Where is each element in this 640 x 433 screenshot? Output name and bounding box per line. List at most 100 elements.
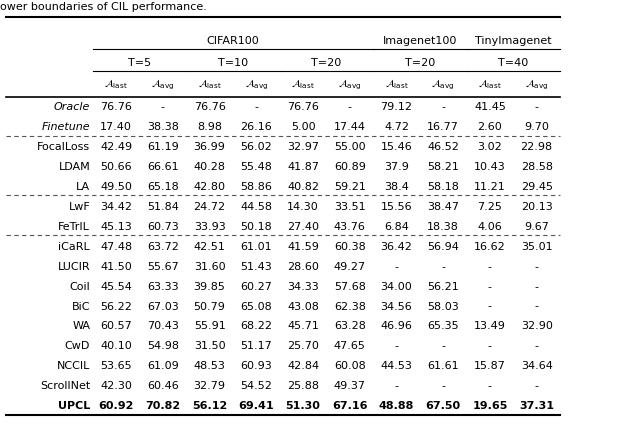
Text: 48.88: 48.88: [379, 401, 414, 411]
Text: -: -: [534, 102, 539, 113]
Text: 56.94: 56.94: [428, 242, 459, 252]
Text: 22.98: 22.98: [520, 142, 553, 152]
Text: 42.51: 42.51: [194, 242, 225, 252]
Text: 55.00: 55.00: [334, 142, 365, 152]
Text: -: -: [488, 381, 492, 391]
Text: 11.21: 11.21: [474, 182, 506, 192]
Text: 45.13: 45.13: [100, 222, 132, 232]
Text: -: -: [534, 281, 539, 292]
Text: 20.13: 20.13: [521, 202, 552, 212]
Text: 28.58: 28.58: [520, 162, 552, 172]
Text: 43.08: 43.08: [287, 301, 319, 312]
Text: 4.72: 4.72: [384, 122, 409, 132]
Text: 60.46: 60.46: [147, 381, 179, 391]
Text: 4.06: 4.06: [477, 222, 502, 232]
Text: 48.53: 48.53: [194, 361, 225, 372]
Text: 50.79: 50.79: [194, 301, 225, 312]
Text: 65.18: 65.18: [147, 182, 179, 192]
Text: $\mathcal{A}_{\rm last}$: $\mathcal{A}_{\rm last}$: [104, 78, 128, 91]
Text: 25.70: 25.70: [287, 341, 319, 352]
Text: $\mathcal{A}_{\rm last}$: $\mathcal{A}_{\rm last}$: [478, 78, 502, 91]
Text: 28.60: 28.60: [287, 262, 319, 272]
Text: 44.58: 44.58: [241, 202, 273, 212]
Text: 61.09: 61.09: [147, 361, 179, 372]
Text: 17.40: 17.40: [100, 122, 132, 132]
Text: 3.02: 3.02: [477, 142, 502, 152]
Text: T=5: T=5: [128, 58, 151, 68]
Text: 5.00: 5.00: [291, 122, 316, 132]
Text: 36.99: 36.99: [194, 142, 225, 152]
Text: 51.17: 51.17: [241, 341, 272, 352]
Text: $\mathcal{A}_{\rm avg}$: $\mathcal{A}_{\rm avg}$: [338, 77, 362, 92]
Text: 15.56: 15.56: [381, 202, 412, 212]
Text: 34.56: 34.56: [381, 301, 412, 312]
Text: 55.91: 55.91: [194, 321, 225, 332]
Text: 65.08: 65.08: [241, 301, 272, 312]
Text: 40.28: 40.28: [194, 162, 226, 172]
Text: -: -: [534, 301, 539, 312]
Text: 58.18: 58.18: [428, 182, 459, 192]
Text: 42.30: 42.30: [100, 381, 132, 391]
Text: $\mathcal{A}_{\rm avg}$: $\mathcal{A}_{\rm avg}$: [431, 77, 455, 92]
Text: Finetune: Finetune: [42, 122, 90, 132]
Text: 8.98: 8.98: [197, 122, 222, 132]
Text: 45.71: 45.71: [287, 321, 319, 332]
Text: 65.35: 65.35: [428, 321, 459, 332]
Text: Oracle: Oracle: [54, 102, 90, 113]
Text: 34.33: 34.33: [287, 281, 319, 292]
Text: 63.33: 63.33: [147, 281, 179, 292]
Text: 56.22: 56.22: [100, 301, 132, 312]
Text: 42.49: 42.49: [100, 142, 132, 152]
Text: 69.41: 69.41: [239, 401, 274, 411]
Text: 40.10: 40.10: [100, 341, 132, 352]
Text: 46.52: 46.52: [428, 142, 459, 152]
Text: 32.79: 32.79: [194, 381, 226, 391]
Text: 19.65: 19.65: [472, 401, 508, 411]
Text: 68.22: 68.22: [241, 321, 273, 332]
Text: 2.60: 2.60: [477, 122, 502, 132]
Text: 31.50: 31.50: [194, 341, 225, 352]
Text: -: -: [394, 381, 399, 391]
Text: 7.25: 7.25: [477, 202, 502, 212]
Text: 25.88: 25.88: [287, 381, 319, 391]
Text: 61.19: 61.19: [147, 142, 179, 152]
Text: 24.72: 24.72: [193, 202, 226, 212]
Text: 44.53: 44.53: [381, 361, 412, 372]
Text: -: -: [348, 102, 352, 113]
Text: CIFAR100: CIFAR100: [207, 36, 259, 46]
Text: -: -: [394, 262, 399, 272]
Text: 10.43: 10.43: [474, 162, 506, 172]
Text: 18.38: 18.38: [428, 222, 459, 232]
Text: 66.61: 66.61: [147, 162, 179, 172]
Text: 45.54: 45.54: [100, 281, 132, 292]
Text: 51.43: 51.43: [241, 262, 272, 272]
Text: 41.50: 41.50: [100, 262, 132, 272]
Text: $\mathcal{A}_{\rm avg}$: $\mathcal{A}_{\rm avg}$: [525, 77, 548, 92]
Text: 49.37: 49.37: [334, 381, 366, 391]
Text: 76.76: 76.76: [194, 102, 225, 113]
Text: 60.73: 60.73: [147, 222, 179, 232]
Text: 58.03: 58.03: [428, 301, 459, 312]
Text: T=20: T=20: [311, 58, 342, 68]
Text: 57.68: 57.68: [334, 281, 365, 292]
Text: 67.50: 67.50: [426, 401, 461, 411]
Text: 37.9: 37.9: [384, 162, 409, 172]
Text: 67.03: 67.03: [147, 301, 179, 312]
Text: 15.87: 15.87: [474, 361, 506, 372]
Text: $\mathcal{A}_{\rm avg}$: $\mathcal{A}_{\rm avg}$: [244, 77, 268, 92]
Text: $\mathcal{A}_{\rm last}$: $\mathcal{A}_{\rm last}$: [291, 78, 315, 91]
Text: 60.38: 60.38: [334, 242, 365, 252]
Text: 34.00: 34.00: [381, 281, 412, 292]
Text: LUCIR: LUCIR: [58, 262, 90, 272]
Text: -: -: [394, 341, 399, 352]
Text: 60.57: 60.57: [100, 321, 132, 332]
Text: 32.90: 32.90: [521, 321, 552, 332]
Text: 47.65: 47.65: [334, 341, 365, 352]
Text: 33.93: 33.93: [194, 222, 225, 232]
Text: 9.70: 9.70: [524, 122, 549, 132]
Text: -: -: [161, 102, 165, 113]
Text: 35.01: 35.01: [521, 242, 552, 252]
Text: 14.30: 14.30: [287, 202, 319, 212]
Text: T=20: T=20: [404, 58, 435, 68]
Text: ScrollNet: ScrollNet: [40, 381, 90, 391]
